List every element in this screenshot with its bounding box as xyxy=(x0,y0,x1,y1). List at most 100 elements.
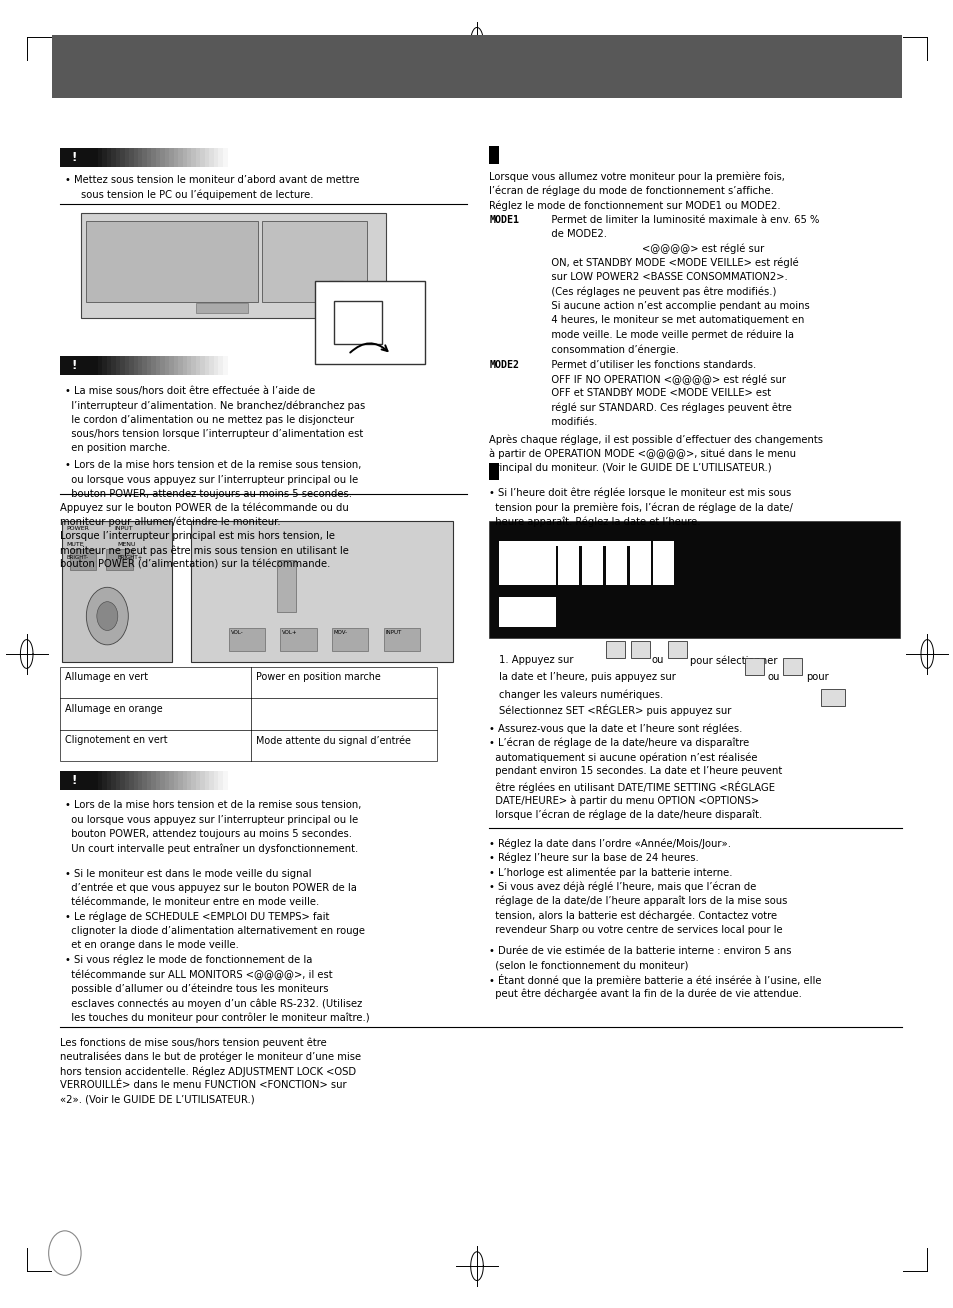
Text: changer les valeurs numériques.: changer les valeurs numériques. xyxy=(498,689,662,700)
Bar xyxy=(165,772,170,790)
Text: MOV-: MOV- xyxy=(334,630,348,636)
Bar xyxy=(209,149,214,167)
Bar xyxy=(229,628,265,651)
Text: principal du moniteur. (Voir le GUIDE DE L’UTILISATEUR.): principal du moniteur. (Voir le GUIDE DE… xyxy=(489,463,771,473)
Text: • Si l’heure doit être réglée lorsque le moniteur est mis sous: • Si l’heure doit être réglée lorsque le… xyxy=(489,488,791,498)
Bar xyxy=(192,357,196,375)
Bar xyxy=(152,149,156,167)
Text: • Lors de la mise hors tension et de la remise sous tension,: • Lors de la mise hors tension et de la … xyxy=(65,460,361,471)
Bar xyxy=(93,357,99,375)
Bar xyxy=(653,540,674,586)
Bar xyxy=(60,772,93,790)
Text: peut être déchargée avant la fin de la durée de vie attendue.: peut être déchargée avant la fin de la d… xyxy=(489,989,801,999)
Bar xyxy=(213,772,219,790)
Bar xyxy=(102,357,108,375)
Polygon shape xyxy=(329,281,343,285)
Bar xyxy=(605,540,626,586)
Bar xyxy=(744,658,763,675)
Bar xyxy=(192,149,196,167)
Text: Si aucune action n’est accomplie pendant au moins: Si aucune action n’est accomplie pendant… xyxy=(541,301,809,311)
Text: o  I: o I xyxy=(345,315,370,326)
Text: moniteur ne peut pas être mis sous tension en utilisant le: moniteur ne peut pas être mis sous tensi… xyxy=(60,545,349,556)
Bar xyxy=(209,357,214,375)
Text: OFF et STANDBY MODE <MODE VEILLE> est: OFF et STANDBY MODE <MODE VEILLE> est xyxy=(541,388,770,399)
Bar xyxy=(133,149,139,167)
Bar xyxy=(173,772,179,790)
Bar xyxy=(115,357,121,375)
Bar xyxy=(618,542,633,547)
Text: MUTE: MUTE xyxy=(67,542,84,547)
Bar xyxy=(155,772,161,790)
Bar xyxy=(112,357,116,375)
Text: !: ! xyxy=(71,360,77,373)
Text: Les fonctions de mise sous/hors tension peuvent être: Les fonctions de mise sous/hors tension … xyxy=(60,1037,327,1048)
Text: sous/hors tension lorsque l’interrupteur d’alimentation est: sous/hors tension lorsque l’interrupteur… xyxy=(65,429,363,439)
Text: Permet de limiter la luminosité maximale à env. 65 %: Permet de limiter la luminosité maximale… xyxy=(541,215,819,225)
Text: Après chaque réglage, il est possible d’effectuer des changements: Après chaque réglage, il est possible d’… xyxy=(489,434,822,445)
Text: télécommande sur ALL MONITORS <@@@@>, il est: télécommande sur ALL MONITORS <@@@@>, il… xyxy=(65,969,333,980)
Text: clignoter la diode d’alimentation alternativement en rouge: clignoter la diode d’alimentation altern… xyxy=(65,926,364,937)
Text: • L’horloge est alimentée par la batterie interne.: • L’horloge est alimentée par la batteri… xyxy=(489,867,732,878)
Bar xyxy=(125,772,130,790)
Bar xyxy=(821,689,844,706)
Bar xyxy=(191,521,453,662)
Text: Permet d’utiliser les fonctions standards.: Permet d’utiliser les fonctions standard… xyxy=(541,360,756,370)
Bar xyxy=(125,149,130,167)
Bar xyxy=(133,357,139,375)
Bar xyxy=(165,149,170,167)
Bar xyxy=(147,772,152,790)
Bar xyxy=(106,549,132,570)
Text: «2». (Voir le GUIDE DE L’UTILISATEUR.): «2». (Voir le GUIDE DE L’UTILISATEUR.) xyxy=(60,1095,254,1105)
Bar xyxy=(558,540,578,586)
Text: tension pour la première fois, l’écran de réglage de la date/: tension pour la première fois, l’écran d… xyxy=(489,502,793,513)
Bar xyxy=(155,357,161,375)
Bar xyxy=(213,149,219,167)
Bar xyxy=(129,149,134,167)
Circle shape xyxy=(97,602,118,630)
Text: 1. Appuyez sur: 1. Appuyez sur xyxy=(498,655,573,666)
Text: pour sélectionner: pour sélectionner xyxy=(689,655,777,666)
Text: !: ! xyxy=(71,774,77,787)
Text: • Lors de la mise hors tension et de la remise sous tension,: • Lors de la mise hors tension et de la … xyxy=(65,800,361,811)
Bar xyxy=(160,772,166,790)
Text: sur LOW POWER2 <BASSE CONSOMMATION2>.: sur LOW POWER2 <BASSE CONSOMMATION2>. xyxy=(541,272,787,283)
Bar xyxy=(52,35,901,98)
Bar xyxy=(195,357,201,375)
Bar xyxy=(782,658,801,675)
Bar xyxy=(138,357,143,375)
Bar xyxy=(107,772,112,790)
Bar xyxy=(125,357,130,375)
Bar xyxy=(142,772,148,790)
Text: à partir de OPERATION MODE <@@@@>, situé dans le menu: à partir de OPERATION MODE <@@@@>, situé… xyxy=(489,449,796,459)
Text: réglé sur STANDARD. Ces réglages peuvent être: réglé sur STANDARD. Ces réglages peuvent… xyxy=(541,403,791,413)
Bar xyxy=(142,357,148,375)
Bar xyxy=(160,149,166,167)
Text: consommation d’énergie.: consommation d’énergie. xyxy=(541,344,678,354)
Text: Lorsque vous allumez votre moniteur pour la première fois,: Lorsque vous allumez votre moniteur pour… xyxy=(489,171,784,182)
Bar xyxy=(222,149,228,167)
Bar xyxy=(280,628,316,651)
Bar xyxy=(505,542,520,547)
Bar xyxy=(489,146,498,164)
Bar xyxy=(667,641,686,658)
Text: • La mise sous/hors doit être effectuée à l’aide de: • La mise sous/hors doit être effectuée … xyxy=(65,386,314,396)
Bar xyxy=(152,357,156,375)
Bar xyxy=(102,149,108,167)
Bar xyxy=(107,357,112,375)
Text: • Mettez sous tension le moniteur d’abord avant de mettre: • Mettez sous tension le moniteur d’abor… xyxy=(65,175,359,186)
Bar xyxy=(629,540,650,586)
Text: (selon le fonctionnement du moniteur): (selon le fonctionnement du moniteur) xyxy=(489,960,688,971)
Text: BRIGHT+: BRIGHT+ xyxy=(117,555,143,560)
Text: • Durée de vie estimée de la batterie interne : environ 5 ans: • Durée de vie estimée de la batterie in… xyxy=(489,946,791,956)
Bar xyxy=(572,542,587,547)
Bar xyxy=(634,542,649,547)
Bar xyxy=(120,772,126,790)
Bar xyxy=(593,542,608,547)
Text: VERROUILLÉ> dans le menu FUNCTION <FONCTION> sur: VERROUILLÉ> dans le menu FUNCTION <FONCT… xyxy=(60,1080,346,1091)
Bar xyxy=(70,549,96,570)
Bar xyxy=(86,221,257,302)
Text: MODE2: MODE2 xyxy=(489,360,518,370)
Text: la date et l’heure, puis appuyez sur: la date et l’heure, puis appuyez sur xyxy=(498,672,675,683)
Text: DATE/HEURE> à partir du menu OPTION <OPTIONS>: DATE/HEURE> à partir du menu OPTION <OPT… xyxy=(489,795,759,806)
Bar xyxy=(138,772,143,790)
